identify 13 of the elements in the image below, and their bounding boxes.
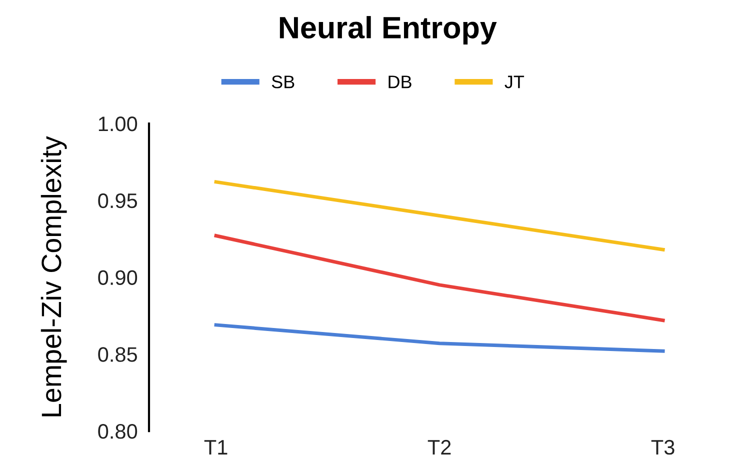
y-tick-label: 0.90 — [98, 270, 138, 286]
x-tick-label: T2 — [428, 440, 451, 454]
legend-label: DB — [388, 76, 412, 88]
legend-label: SB — [272, 76, 294, 88]
x-tick-label: T3 — [651, 440, 674, 455]
y-axis-title: Lempel-Ziv Complexity — [40, 136, 67, 416]
x-tick-label: T1 — [204, 440, 228, 454]
y-tick-label: 0.80 — [98, 424, 138, 439]
y-tick-label: 1.00 — [98, 116, 138, 132]
legend-label: JT — [504, 76, 524, 88]
chart-title: Neural Entropy — [280, 16, 497, 45]
y-tick-label: 0.95 — [98, 193, 138, 208]
y-tick-label: 0.85 — [98, 347, 138, 362]
